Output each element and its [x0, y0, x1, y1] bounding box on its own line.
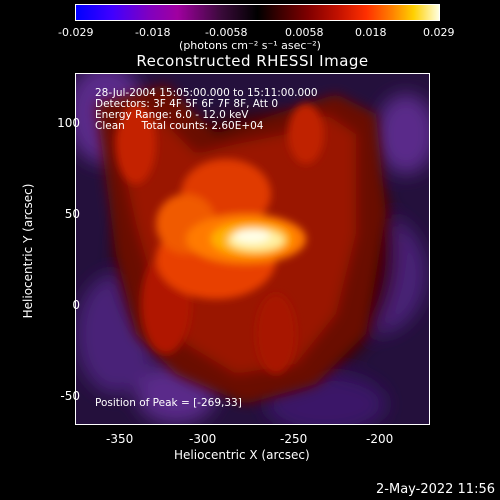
y-tick: -50 [60, 389, 80, 403]
colorbar-tick: -0.0058 [205, 26, 248, 39]
x-tick: -350 [106, 432, 134, 446]
x-tick: -300 [189, 432, 217, 446]
x-axis-label: Heliocentric X (arcsec) [174, 448, 310, 462]
colorbar-tick: 0.0058 [285, 26, 324, 39]
y-tick: 100 [57, 116, 80, 130]
energy-range: Energy Range: 6.0 - 12.0 keV [95, 109, 249, 121]
total-counts: Clean Total counts: 2.60E+04 [95, 120, 264, 132]
colorbar-tick: 0.029 [423, 26, 455, 39]
peak-position: Position of Peak = [-269,33] [95, 397, 242, 409]
colorbar-tick: 0.018 [355, 26, 387, 39]
colorbar-unit: (photons cm⁻² s⁻¹ asec⁻²) [179, 39, 321, 52]
y-axis-label: Heliocentric Y (arcsec) [21, 183, 35, 319]
obs-time: 28-Jul-2004 15:05:00.000 to 15:11:00.000 [95, 87, 318, 99]
x-tick: -200 [366, 432, 394, 446]
colorbar [75, 4, 440, 21]
y-tick: 0 [72, 298, 80, 312]
image-title: Reconstructed RHESSI Image [136, 52, 369, 70]
y-tick: 50 [64, 207, 80, 221]
colorbar-tick: -0.029 [58, 26, 94, 39]
detectors: Detectors: 3F 4F 5F 6F 7F 8F, Att 0 [95, 98, 279, 110]
timestamp: 2-May-2022 11:56 [376, 482, 495, 497]
rhessi-image [76, 74, 429, 424]
image-panel [75, 73, 430, 425]
colorbar-tick: -0.018 [135, 26, 171, 39]
x-tick: -250 [280, 432, 308, 446]
